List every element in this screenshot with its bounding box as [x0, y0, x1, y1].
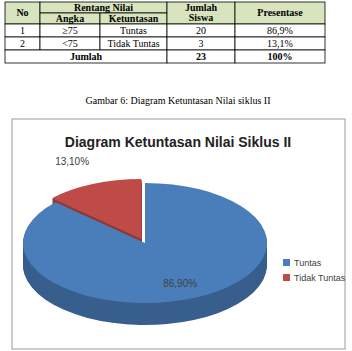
header-cell — [235, 2, 325, 24]
table-text: 1 — [20, 25, 25, 36]
footer-cell — [167, 50, 235, 63]
chart-frame — [12, 119, 345, 349]
footer-cell — [5, 50, 167, 63]
table-cell — [235, 24, 325, 37]
table-cell — [235, 37, 325, 50]
header-cell — [40, 13, 100, 24]
legend-swatch — [283, 259, 290, 266]
table-cell — [100, 24, 167, 37]
legend: Tuntas Tidak Tuntas — [283, 258, 346, 283]
table-text: 20 — [196, 25, 206, 36]
pie-marks — [23, 179, 267, 325]
header-cell — [100, 13, 167, 24]
table-text: 3 — [199, 38, 204, 49]
table-cell — [167, 24, 235, 37]
table-text: Jumlah — [70, 51, 103, 62]
legend-label: Tidak Tuntas — [294, 273, 346, 283]
table-text: Tidak Tuntas — [107, 38, 159, 49]
header-cell — [40, 2, 167, 13]
table-text: JumlahSiswa — [185, 2, 218, 23]
table-text: Tuntas — [120, 25, 147, 36]
table-cell — [100, 37, 167, 50]
header-cell — [5, 2, 40, 24]
table-text: 86,9% — [267, 25, 293, 36]
table-text: Rentang Nilai — [74, 2, 133, 13]
table-cell — [5, 37, 40, 50]
table-cell — [5, 24, 40, 37]
table-cell — [40, 37, 100, 50]
table-text: Angka — [56, 13, 84, 24]
data-label: 13,10% — [55, 156, 89, 167]
header-cell — [167, 2, 235, 24]
table: No Rentang NilaiAngka Ketuntasan JumlahSisw… — [5, 2, 325, 63]
legend-label: Tuntas — [294, 258, 322, 268]
footer-cell — [235, 50, 325, 63]
table-text: ≥75 — [62, 25, 78, 36]
legend-swatch — [283, 274, 290, 281]
table-text: 13,1% — [267, 38, 293, 49]
table-cell — [167, 37, 235, 50]
chart-title: Diagram Ketuntasan Nilai Siklus II — [65, 134, 291, 150]
data-label: 86,90% — [163, 278, 197, 289]
table-text: Presentase — [257, 7, 303, 18]
caption: Gambar 6: Diagram Ketuntasan Nilai siklu… — [86, 95, 271, 106]
table-text: No — [16, 7, 28, 18]
slice — [52, 179, 141, 239]
table-text: 2 — [20, 38, 25, 49]
table-text: 100% — [268, 51, 293, 62]
table-text: 23 — [196, 51, 206, 62]
table-cell — [40, 24, 100, 37]
page: No Rentang NilaiAngka Ketuntasan JumlahSisw… — [0, 0, 352, 351]
table-text: <75 — [62, 38, 78, 49]
table-text: Ketuntasan — [109, 13, 159, 24]
